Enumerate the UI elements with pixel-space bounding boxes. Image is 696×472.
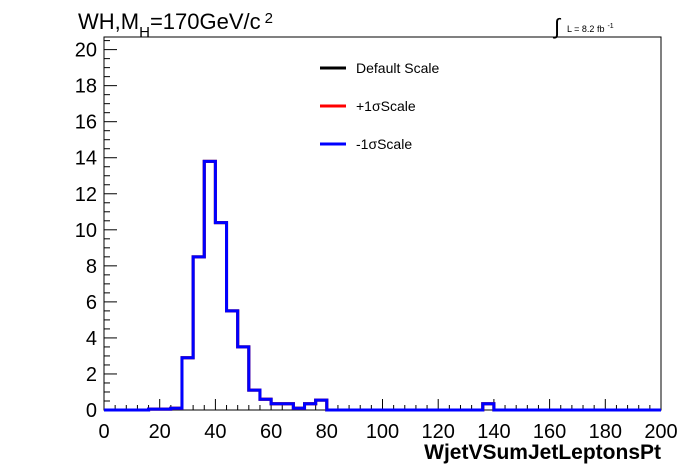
x-tick-label: 120	[422, 421, 455, 443]
y-tick-label: 12	[75, 184, 97, 206]
lumi-text: L = 8.2 fb -1	[567, 23, 614, 34]
x-tick-label: 60	[260, 421, 282, 443]
legend-label: -1σScale	[356, 136, 412, 152]
x-tick-label: 140	[477, 421, 510, 443]
series-line-2	[104, 159, 661, 412]
x-tick-label: 0	[98, 421, 109, 443]
plot-frame	[103, 36, 662, 411]
lumi-integral-symbol: ∫	[552, 14, 562, 39]
x-tick-label: 40	[204, 421, 226, 443]
header-mass-text: =170GeV/c	[150, 9, 261, 34]
y-tick-label: 14	[75, 148, 97, 170]
y-tick-label: 18	[75, 76, 97, 98]
y-tick-label: 8	[86, 256, 97, 278]
x-axis-label: WjetVSumJetLeptonsPt	[424, 441, 661, 464]
x-tick-label: 160	[533, 421, 566, 443]
y-tick-label: 16	[75, 112, 97, 134]
header-process-text: WH,M	[78, 9, 139, 34]
series-layer	[104, 159, 661, 412]
y-tick-label: 2	[86, 364, 97, 386]
y-tick-label: 6	[86, 292, 97, 314]
x-tick-label: 100	[366, 421, 399, 443]
x-tick-label: 80	[316, 421, 338, 443]
y-tick-label: 10	[75, 220, 97, 242]
series-line-0	[104, 159, 661, 412]
x-tick-label: 200	[644, 421, 677, 443]
legend-label: +1σScale	[356, 98, 416, 114]
x-tick-label: 180	[589, 421, 622, 443]
y-tick-label: 20	[75, 40, 97, 62]
lumi-exponent: -1	[607, 23, 613, 30]
x-axis: 0 20 40 60 80 100 120 140 160 180 200	[98, 399, 678, 443]
series-line-1	[104, 159, 661, 412]
chart-header-process: WH,MH=170GeV/c 2	[78, 9, 273, 41]
header-superscript: 2	[265, 10, 273, 27]
legend: Default Scale +1σScale -1σScale	[320, 60, 439, 152]
y-tick-label: 4	[86, 328, 97, 350]
lumi-value: L = 8.2 fb	[567, 24, 604, 34]
y-tick-label: 0	[86, 400, 97, 422]
legend-label: Default Scale	[356, 60, 439, 76]
header-subscript: H	[139, 24, 150, 41]
y-axis: 0 2 4 6 8 10 12 14 16 18 20	[75, 40, 117, 422]
x-tick-label: 20	[149, 421, 171, 443]
